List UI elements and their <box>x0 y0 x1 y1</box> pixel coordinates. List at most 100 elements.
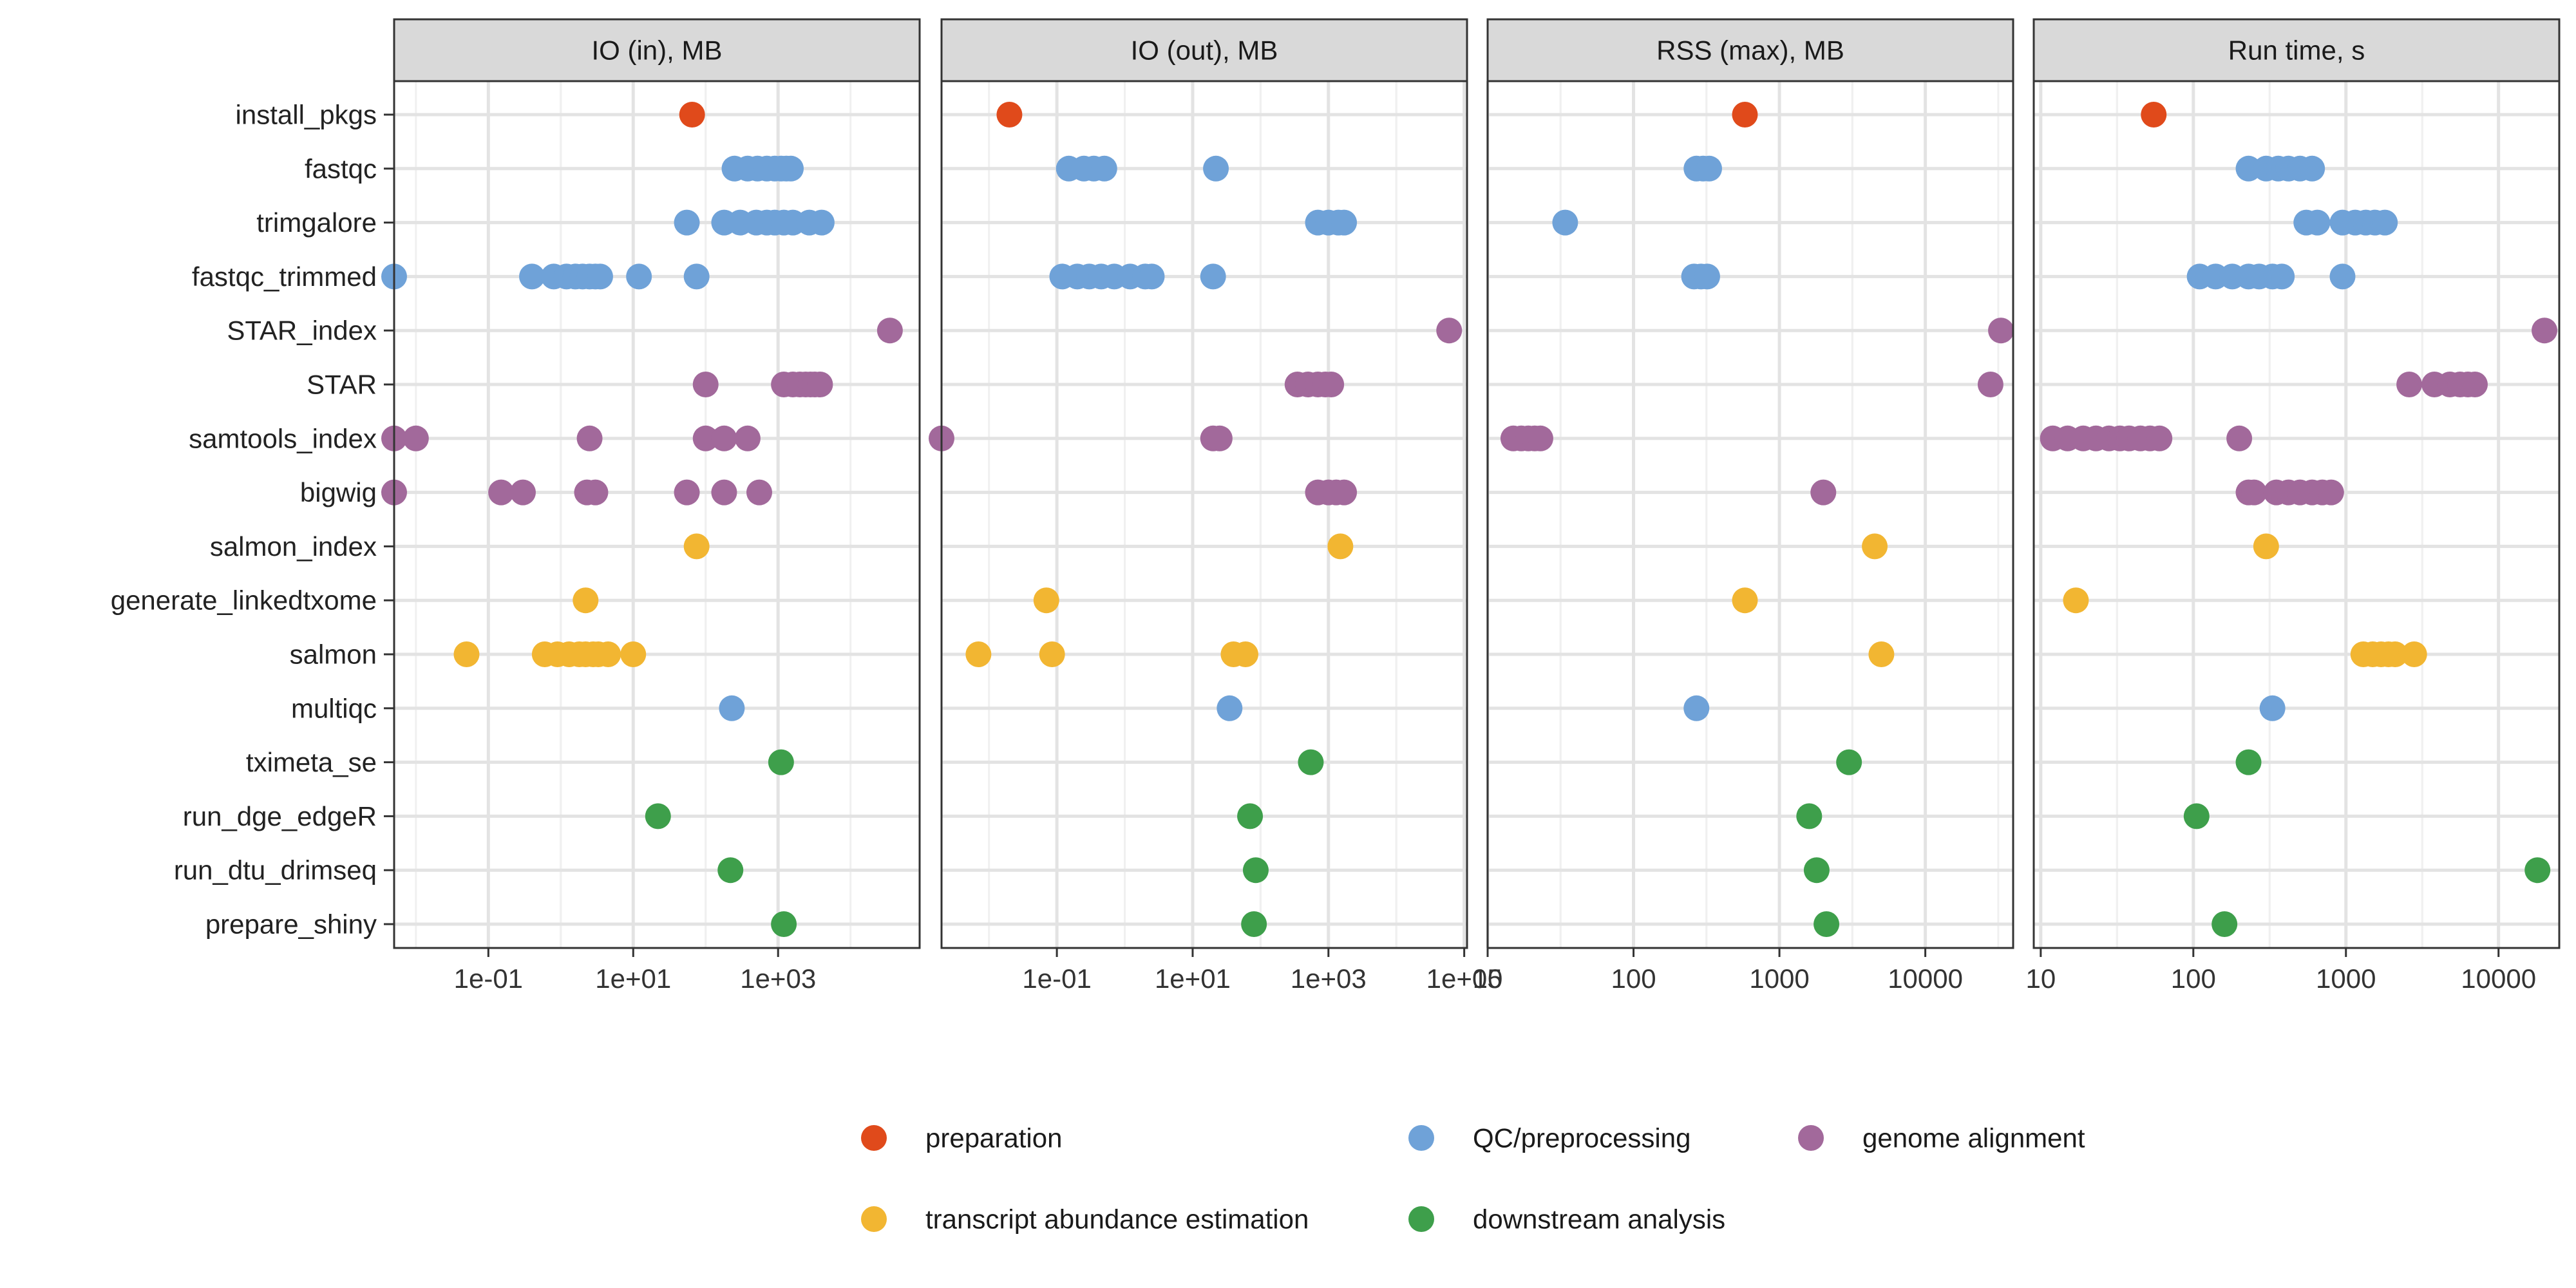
legend-label: QC/preprocessing <box>1473 1123 1690 1153</box>
data-point <box>1203 155 1229 182</box>
data-point <box>1331 209 1358 236</box>
y-tick-label: fastqc <box>305 153 377 184</box>
data-point <box>2299 155 2325 182</box>
x-tick-label: 1e-01 <box>1022 963 1091 994</box>
data-point <box>2183 803 2210 829</box>
data-point <box>2253 533 2279 560</box>
data-point <box>679 102 705 128</box>
data-point <box>1033 587 1059 614</box>
data-point <box>1810 479 1837 506</box>
y-tick-label: trimgalore <box>256 207 377 238</box>
data-point <box>1436 317 1463 344</box>
legend-item: genome alignment <box>1798 1123 2085 1153</box>
data-point <box>1331 479 1358 506</box>
data-point <box>771 911 797 937</box>
data-point <box>2269 263 2295 290</box>
y-tick-label: prepare_shiny <box>205 909 377 940</box>
data-point <box>1527 425 1553 451</box>
data-point <box>1237 803 1264 829</box>
data-point <box>2524 857 2551 884</box>
data-point <box>582 479 609 506</box>
data-point <box>2318 479 2344 506</box>
data-point <box>2382 641 2409 667</box>
data-point <box>645 803 671 829</box>
data-point <box>2235 749 2262 775</box>
x-tick-label: 1000 <box>2316 963 2376 994</box>
data-point <box>808 209 835 236</box>
legend-item: transcript abundance estimation <box>861 1204 1309 1235</box>
data-point <box>683 263 710 290</box>
data-point <box>1232 641 1258 667</box>
y-tick-label: run_dtu_drimseq <box>174 855 377 886</box>
y-tick-label: samtools_index <box>189 423 377 453</box>
data-point <box>692 372 719 397</box>
data-point <box>807 372 833 397</box>
data-point <box>1977 372 2003 397</box>
legend-label: transcript abundance estimation <box>925 1204 1309 1235</box>
data-point <box>573 587 599 614</box>
y-tick-label: bigwig <box>300 477 377 507</box>
x-tick-label: 10000 <box>2461 963 2536 994</box>
x-tick-label: 10 <box>2025 963 2056 994</box>
data-point <box>768 749 794 775</box>
y-tick-label: STAR_index <box>227 316 377 346</box>
panel-background <box>942 81 1467 948</box>
data-point <box>1200 263 1226 290</box>
data-point <box>2396 372 2423 397</box>
data-point <box>2063 587 2089 614</box>
data-point <box>734 425 761 451</box>
data-point <box>2211 911 2238 937</box>
legend-key <box>861 1125 887 1151</box>
data-point <box>2259 695 2286 721</box>
data-point <box>746 479 773 506</box>
data-point <box>1694 263 1720 290</box>
data-point <box>595 641 621 667</box>
legend-key <box>1798 1125 1824 1151</box>
data-point <box>711 425 737 451</box>
x-tick-label: 1000 <box>1749 963 1809 994</box>
y-tick-label: tximeta_se <box>246 747 377 777</box>
facet-panel: IO (in), MB 1e-01 1e+01 1e+03 <box>381 18 921 994</box>
data-point <box>587 263 613 290</box>
data-point <box>2226 425 2253 451</box>
data-point <box>519 263 545 290</box>
data-point <box>965 641 992 667</box>
y-tick-label: salmon_index <box>210 531 377 562</box>
data-point <box>876 317 903 344</box>
legend-label: downstream analysis <box>1473 1204 1725 1235</box>
data-point <box>1683 695 1710 721</box>
x-tick-label: 1e-01 <box>454 963 523 994</box>
x-tick-label: 1e+03 <box>1291 963 1367 994</box>
data-point <box>1862 533 1888 560</box>
data-point <box>1241 911 1267 937</box>
x-tick-label: 10000 <box>1888 963 1963 994</box>
legend-key <box>1408 1206 1434 1232</box>
data-point <box>1318 372 1345 397</box>
y-tick-label: salmon <box>290 639 377 670</box>
legend-item: preparation <box>861 1123 1062 1153</box>
data-point <box>717 857 744 884</box>
data-point <box>2372 209 2398 236</box>
x-tick-label: 10 <box>1473 963 1503 994</box>
data-point <box>1217 695 1243 721</box>
data-point <box>2304 209 2331 236</box>
x-tick-label: 100 <box>2171 963 2216 994</box>
data-point <box>674 209 700 236</box>
x-tick-label: 1e+03 <box>740 963 816 994</box>
facet-panel: Run time, s 10 100 1000 10000 <box>2025 18 2561 994</box>
data-point <box>1868 641 1895 667</box>
data-point <box>1814 911 1840 937</box>
y-tick-label: install_pkgs <box>236 100 377 130</box>
facet-title: RSS (max), MB <box>1656 35 1844 66</box>
facet-panel: RSS (max), MB 10 100 1000 10000 <box>1473 18 2014 994</box>
data-point <box>2241 479 2268 506</box>
data-point <box>576 425 603 451</box>
data-point <box>1732 587 1758 614</box>
y-tick-label: run_dge_edgeR <box>183 801 377 831</box>
data-point <box>2401 641 2427 667</box>
y-tick-label: multiqc <box>291 693 377 723</box>
y-tick-label: generate_linkedtxome <box>111 585 377 616</box>
data-point <box>402 425 429 451</box>
data-point <box>778 155 804 182</box>
